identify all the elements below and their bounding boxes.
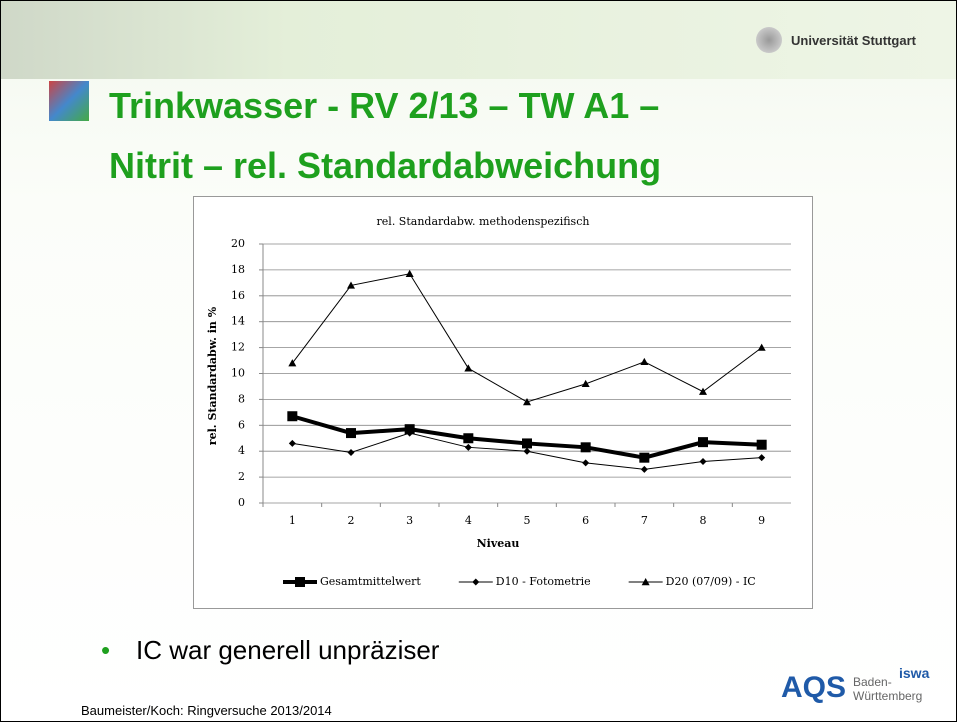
y-tick-label: 16	[231, 289, 245, 302]
y-tick-label: 4	[238, 444, 245, 457]
x-tick-label: 9	[758, 514, 765, 527]
bullet-text: IC war generell unpräziser	[136, 635, 439, 666]
data-point	[463, 433, 473, 443]
bullet-dot: •	[101, 635, 110, 666]
chart: rel. Standardabw. methodenspezifisch Niv…	[193, 196, 813, 609]
y-axis-label: rel. Standardabw. in %	[206, 306, 219, 445]
x-tick-label: 3	[406, 514, 413, 527]
data-point	[287, 411, 297, 421]
y-tick-label: 18	[231, 263, 245, 276]
footer: Baumeister/Koch: Ringversuche 2013/2014	[81, 703, 332, 718]
legend-label: D20 (07/09) - IC	[666, 575, 756, 588]
x-tick-label: 7	[641, 514, 648, 527]
y-tick-label: 2	[238, 470, 245, 483]
data-point	[698, 437, 708, 447]
x-tick-label: 5	[524, 514, 531, 527]
legend-label: D10 - Fotometrie	[496, 575, 591, 588]
x-tick-label: 8	[700, 514, 707, 527]
slide-title: Trinkwasser - RV 2/13 – TW A1 –	[109, 85, 659, 127]
data-point	[522, 438, 532, 448]
y-tick-label: 12	[231, 341, 245, 354]
logo-badge: iswa	[899, 665, 929, 681]
slide-title: Nitrit – rel. Standardabweichung	[109, 145, 661, 187]
x-axis-label: Niveau	[477, 537, 520, 550]
x-tick-label: 1	[289, 514, 296, 527]
legend-label: Gesamtmittelwert	[320, 575, 421, 588]
y-tick-label: 20	[231, 237, 245, 250]
legend-marker	[295, 577, 305, 587]
y-tick-label: 8	[238, 392, 245, 405]
y-tick-label: 10	[231, 367, 245, 380]
data-point	[757, 440, 767, 450]
x-tick-label: 4	[465, 514, 472, 527]
y-tick-label: 6	[238, 418, 245, 431]
university-seal	[756, 27, 782, 53]
data-point	[639, 453, 649, 463]
y-tick-label: 14	[231, 315, 245, 328]
x-tick-label: 2	[348, 514, 355, 527]
x-tick-label: 6	[582, 514, 589, 527]
data-point	[581, 442, 591, 452]
logo-main: AQS	[781, 671, 846, 705]
logo-line: Württemberg	[853, 689, 922, 703]
university-name: Universität Stuttgart	[791, 33, 916, 48]
chart-title: rel. Standardabw. methodenspezifisch	[377, 215, 590, 228]
data-point	[346, 428, 356, 438]
y-tick-label: 0	[238, 496, 245, 509]
slide: Universität Stuttgart Trinkwasser - RV 2…	[0, 0, 957, 722]
title-icon	[49, 81, 89, 121]
logo-line: Baden-	[853, 675, 892, 689]
